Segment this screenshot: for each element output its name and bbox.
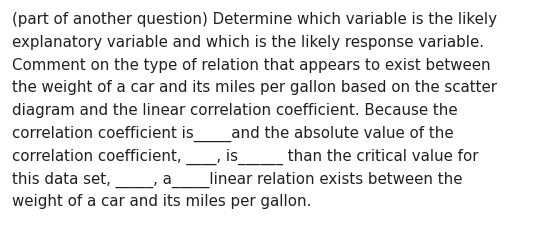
- Text: correlation coefficient is_____and the absolute value of the: correlation coefficient is_____and the a…: [12, 125, 454, 142]
- Text: explanatory variable and which is the likely response variable.: explanatory variable and which is the li…: [12, 35, 484, 50]
- Text: correlation coefficient, ____, is______ than the critical value for: correlation coefficient, ____, is______ …: [12, 148, 479, 164]
- Text: this data set, _____, a_____linear relation exists between the: this data set, _____, a_____linear relat…: [12, 171, 463, 187]
- Text: (part of another question) Determine which variable is the likely: (part of another question) Determine whi…: [12, 12, 497, 27]
- Text: the weight of a car and its miles per gallon based on the scatter: the weight of a car and its miles per ga…: [12, 80, 497, 95]
- Text: weight of a car and its miles per gallon.: weight of a car and its miles per gallon…: [12, 194, 311, 208]
- Text: diagram and the linear correlation coefficient. Because the: diagram and the linear correlation coeff…: [12, 103, 458, 118]
- Text: Comment on the type of relation that appears to exist between: Comment on the type of relation that app…: [12, 57, 490, 72]
